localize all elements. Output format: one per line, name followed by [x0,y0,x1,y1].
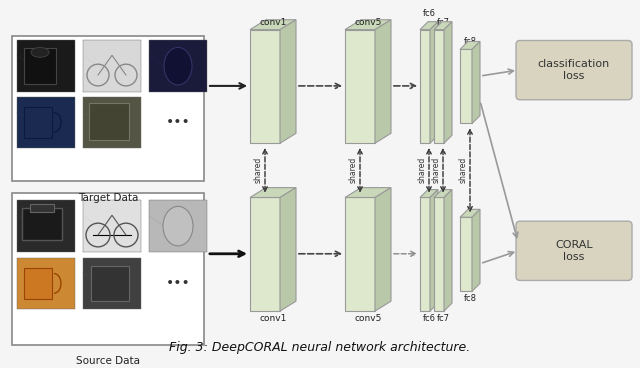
Bar [12,192,204,344]
Bar [24,48,56,84]
Text: shared: shared [431,157,440,184]
Text: •••: ••• [166,276,190,290]
Bar [83,258,141,309]
Text: fc7: fc7 [436,314,449,323]
Text: fc8: fc8 [463,294,477,303]
Polygon shape [375,188,391,311]
Bar [17,201,75,252]
Bar [83,201,141,252]
Polygon shape [420,198,430,311]
FancyBboxPatch shape [516,221,632,280]
Bar [24,107,52,138]
Bar [17,258,75,309]
Polygon shape [434,30,444,143]
Text: Fig. 3: DeepCORAL neural network architecture.: Fig. 3: DeepCORAL neural network archite… [170,340,470,354]
Bar [89,103,129,140]
Bar [24,268,52,299]
Bar [17,97,75,148]
Text: conv1: conv1 [259,314,287,323]
Polygon shape [345,188,391,198]
Bar [17,40,75,92]
Polygon shape [472,42,480,123]
Bar [83,40,141,92]
Polygon shape [434,22,452,30]
Text: Target Data: Target Data [78,192,138,202]
Polygon shape [420,190,438,198]
Polygon shape [250,30,280,143]
Text: fc6: fc6 [422,314,435,323]
Text: Source Data: Source Data [76,357,140,367]
Polygon shape [375,20,391,143]
FancyBboxPatch shape [516,40,632,100]
Polygon shape [460,42,480,49]
Polygon shape [345,198,375,311]
Text: fc6: fc6 [422,9,435,18]
Text: conv5: conv5 [355,18,381,26]
Ellipse shape [31,47,49,57]
Polygon shape [420,22,438,30]
Polygon shape [444,190,452,311]
Polygon shape [434,198,444,311]
Polygon shape [434,190,452,198]
Polygon shape [250,20,296,30]
Bar [83,97,141,148]
Ellipse shape [163,206,193,246]
Polygon shape [420,30,430,143]
Text: shared: shared [253,157,262,184]
Text: •••: ••• [166,116,190,130]
Polygon shape [460,209,480,217]
Text: fc8: fc8 [463,38,477,46]
Polygon shape [280,188,296,311]
Text: conv1: conv1 [259,18,287,26]
Polygon shape [345,30,375,143]
Text: conv5: conv5 [355,314,381,323]
Polygon shape [460,217,472,291]
Polygon shape [430,190,438,311]
Ellipse shape [164,47,192,85]
Text: shared: shared [349,157,358,184]
Polygon shape [430,22,438,143]
Text: classification
loss: classification loss [538,59,610,81]
Polygon shape [472,209,480,291]
Polygon shape [280,20,296,143]
Bar [149,40,207,92]
Bar [149,201,207,252]
Bar [22,208,62,240]
Polygon shape [444,22,452,143]
Polygon shape [345,20,391,30]
Text: shared: shared [458,157,467,184]
Text: shared: shared [417,157,426,184]
Text: fc7: fc7 [436,18,449,26]
Polygon shape [250,188,296,198]
Text: CORAL
loss: CORAL loss [555,240,593,262]
Polygon shape [250,198,280,311]
Bar [12,36,204,181]
Bar [91,266,129,301]
Bar [30,204,54,212]
Polygon shape [460,49,472,123]
